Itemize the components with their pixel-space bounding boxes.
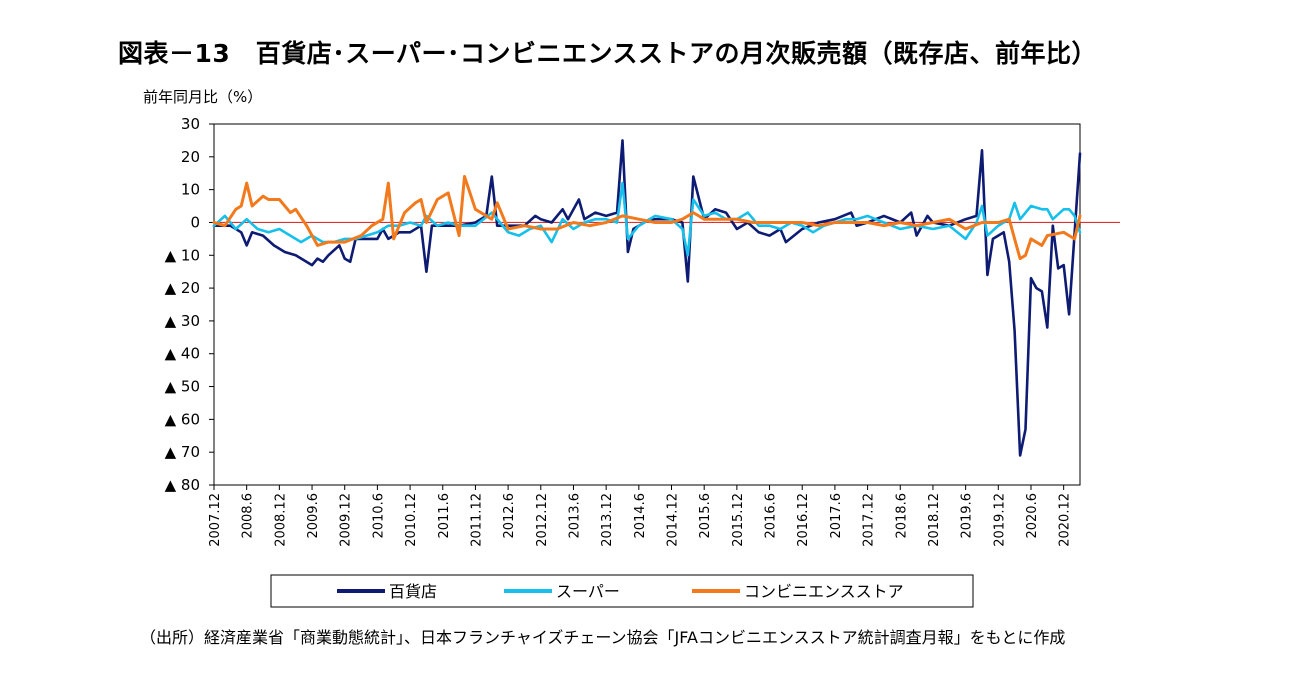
series-line-3 bbox=[212, 175, 1082, 261]
x-tick-label: 2012.12 bbox=[535, 493, 550, 547]
y-tick-label: 20 bbox=[181, 148, 200, 166]
y-tick-label: ▲ 50 bbox=[165, 378, 200, 396]
x-tick-label: 2011.12 bbox=[469, 493, 484, 547]
x-tick-label: 2008.6 bbox=[241, 493, 256, 539]
y-tick-label: 30 bbox=[181, 115, 200, 133]
x-tick-label: 2018.12 bbox=[927, 493, 942, 547]
x-tick-label: 2007.12 bbox=[208, 493, 223, 547]
x-tick-label: 2010.12 bbox=[404, 493, 419, 547]
legend-box bbox=[270, 574, 974, 608]
x-tick-label: 2017.6 bbox=[829, 493, 844, 539]
x-tick-label: 2016.6 bbox=[764, 493, 779, 539]
x-tick-label: 2013.6 bbox=[567, 493, 582, 539]
x-tick-label: 2010.6 bbox=[371, 493, 386, 539]
x-tick-label: 2016.12 bbox=[796, 493, 811, 547]
x-tick-label: 2014.6 bbox=[633, 493, 648, 539]
x-tick-label: 2017.12 bbox=[862, 493, 877, 547]
x-tick-label: 2015.12 bbox=[731, 493, 746, 547]
legend-label: スーパー bbox=[556, 582, 620, 601]
x-tick-label: 2011.6 bbox=[437, 493, 452, 539]
y-ticks: 30 20 10 0 ▲ 10 ▲ 20 ▲ 30 ▲ 40 ▲ 50 ▲ 60 ▲ 70 ▲ 80 bbox=[165, 115, 214, 494]
x-tick-label: 2020.6 bbox=[1025, 493, 1040, 539]
y-tick-label: ▲ 80 bbox=[165, 476, 200, 494]
y-tick-label: ▲ 40 bbox=[165, 345, 200, 363]
legend-label: 百貨店 bbox=[389, 582, 437, 601]
plot-area bbox=[213, 123, 1081, 486]
x-tick-label: 2020.12 bbox=[1058, 493, 1073, 547]
legend: 百貨店 スーパー コンビニエンスストア bbox=[270, 574, 974, 608]
chart-title: 図表－13 百貨店･スーパー･コンビニエンスストアの月次販売額（既存店、前年比） bbox=[118, 39, 1098, 68]
x-tick-label: 2015.6 bbox=[698, 493, 713, 539]
y-tick-label: ▲ 10 bbox=[165, 246, 200, 264]
x-tick-label: 2009.12 bbox=[339, 493, 354, 547]
y-tick-label: ▲ 60 bbox=[165, 410, 200, 428]
y-tick-label: ▲ 20 bbox=[165, 279, 200, 297]
source-note: （出所）経済産業省「商業動態統計」、日本フランチャイズチェーン協会「JFAコンビ… bbox=[140, 628, 1066, 647]
x-tick-label: 2009.6 bbox=[306, 493, 321, 539]
series-line-2 bbox=[212, 181, 1082, 257]
y-axis-label: 前年同月比（%） bbox=[143, 88, 263, 106]
series-lines bbox=[212, 139, 1082, 457]
y-tick-label: 10 bbox=[181, 181, 200, 199]
x-tick-label: 2019.12 bbox=[992, 493, 1007, 547]
x-tick-label: 2012.6 bbox=[502, 493, 517, 539]
y-tick-label: 0 bbox=[190, 213, 200, 231]
x-ticks: 2007.12 2008.6 2008.12 2009.6 2009.12 2010.6 2… bbox=[208, 485, 1073, 547]
x-tick-label: 2014.12 bbox=[666, 493, 681, 547]
y-tick-label: ▲ 30 bbox=[165, 312, 200, 330]
y-tick-label: ▲ 70 bbox=[165, 443, 200, 461]
legend-label: コンビニエンスストア bbox=[744, 582, 904, 601]
x-tick-label: 2013.12 bbox=[600, 493, 615, 547]
x-tick-label: 2008.12 bbox=[273, 493, 288, 547]
x-tick-label: 2018.6 bbox=[894, 493, 909, 539]
x-tick-label: 2019.6 bbox=[960, 493, 975, 539]
